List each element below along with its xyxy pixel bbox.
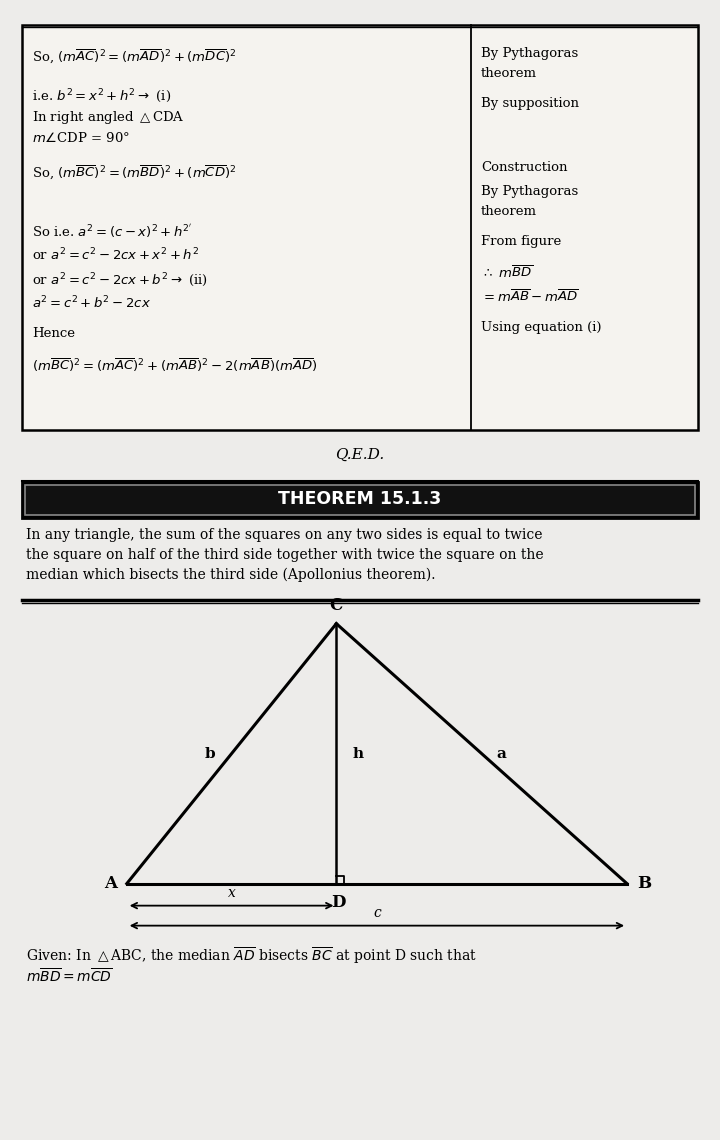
Text: THEOREM 15.1.3: THEOREM 15.1.3 (279, 490, 441, 508)
Text: or $a^2 = c^2 - 2cx + b^2 \rightarrow$ (ii): or $a^2 = c^2 - 2cx + b^2 \rightarrow$ (… (32, 271, 208, 288)
Text: $\therefore$ $m\overline{BD}$: $\therefore$ $m\overline{BD}$ (481, 264, 533, 282)
Text: In right angled $\triangle$CDA: In right angled $\triangle$CDA (32, 109, 184, 127)
Text: In any triangle, the sum of the squares on any two sides is equal to twice: In any triangle, the sum of the squares … (26, 528, 542, 542)
Text: So, $(m\overline{BC})^2 = (m\overline{BD})^2 + (m\overline{CD})^2$: So, $(m\overline{BC})^2 = (m\overline{BD… (32, 163, 237, 181)
Text: C: C (330, 596, 343, 613)
Text: c: c (373, 905, 381, 920)
Bar (25, 484, 695, 515)
Text: By Pythagoras: By Pythagoras (481, 47, 578, 60)
Text: $(m\overline{BC})^2 = (m\overline{AC})^2 + (m\overline{AB})^2 - 2(m\overline{AB}: $(m\overline{BC})^2 = (m\overline{AC})^2… (32, 357, 318, 374)
Text: Given: In $\triangle$ABC, the median $\overline{AD}$ bisects $\overline{BC}$ at : Given: In $\triangle$ABC, the median $\o… (26, 946, 477, 966)
Text: b: b (204, 747, 215, 760)
Text: Q.E.D.: Q.E.D. (336, 448, 384, 462)
Text: theorem: theorem (481, 67, 537, 80)
Text: A: A (104, 876, 117, 893)
Text: the square on half of the third side together with twice the square on the: the square on half of the third side tog… (26, 548, 544, 562)
Text: theorem: theorem (481, 205, 537, 218)
Text: or $a^2 = c^2 - 2cx + x^2 + h^2$: or $a^2 = c^2 - 2cx + x^2 + h^2$ (32, 247, 199, 263)
Bar (22, 25, 698, 430)
Text: By Pythagoras: By Pythagoras (481, 185, 578, 198)
Text: Hence: Hence (32, 327, 75, 340)
Text: $m\overline{BD} = m\overline{CD}$: $m\overline{BD} = m\overline{CD}$ (26, 968, 112, 986)
Text: So i.e. $a^2 = (c - x)^2 + h^{2'}$: So i.e. $a^2 = (c - x)^2 + h^{2'}$ (32, 223, 193, 241)
Text: $m\angle$CDP = 90°: $m\angle$CDP = 90° (32, 131, 130, 145)
Text: D: D (331, 894, 346, 911)
Text: median which bisects the third side (Apollonius theorem).: median which bisects the third side (Apo… (26, 568, 436, 583)
Text: i.e. $b^2 = x^2 + h^2 \rightarrow$ (i): i.e. $b^2 = x^2 + h^2 \rightarrow$ (i) (32, 87, 171, 105)
Bar (22, 482, 698, 518)
Text: $a^2 = c^2 + b^2 - 2cx$: $a^2 = c^2 + b^2 - 2cx$ (32, 295, 151, 311)
Text: By supposition: By supposition (481, 97, 579, 109)
Text: $= m\overline{AB} - m\overline{AD}$: $= m\overline{AB} - m\overline{AD}$ (481, 290, 579, 306)
Text: x: x (228, 886, 235, 899)
Text: From figure: From figure (481, 235, 562, 249)
Text: B: B (637, 876, 651, 893)
Text: So, $(m\overline{AC})^2 = (m\overline{AD})^2 + (m\overline{DC})^2$: So, $(m\overline{AC})^2 = (m\overline{AD… (32, 47, 237, 65)
Text: Construction: Construction (481, 161, 567, 174)
Text: a: a (497, 747, 507, 760)
Text: Using equation (i): Using equation (i) (481, 321, 601, 334)
Text: h: h (352, 747, 364, 760)
